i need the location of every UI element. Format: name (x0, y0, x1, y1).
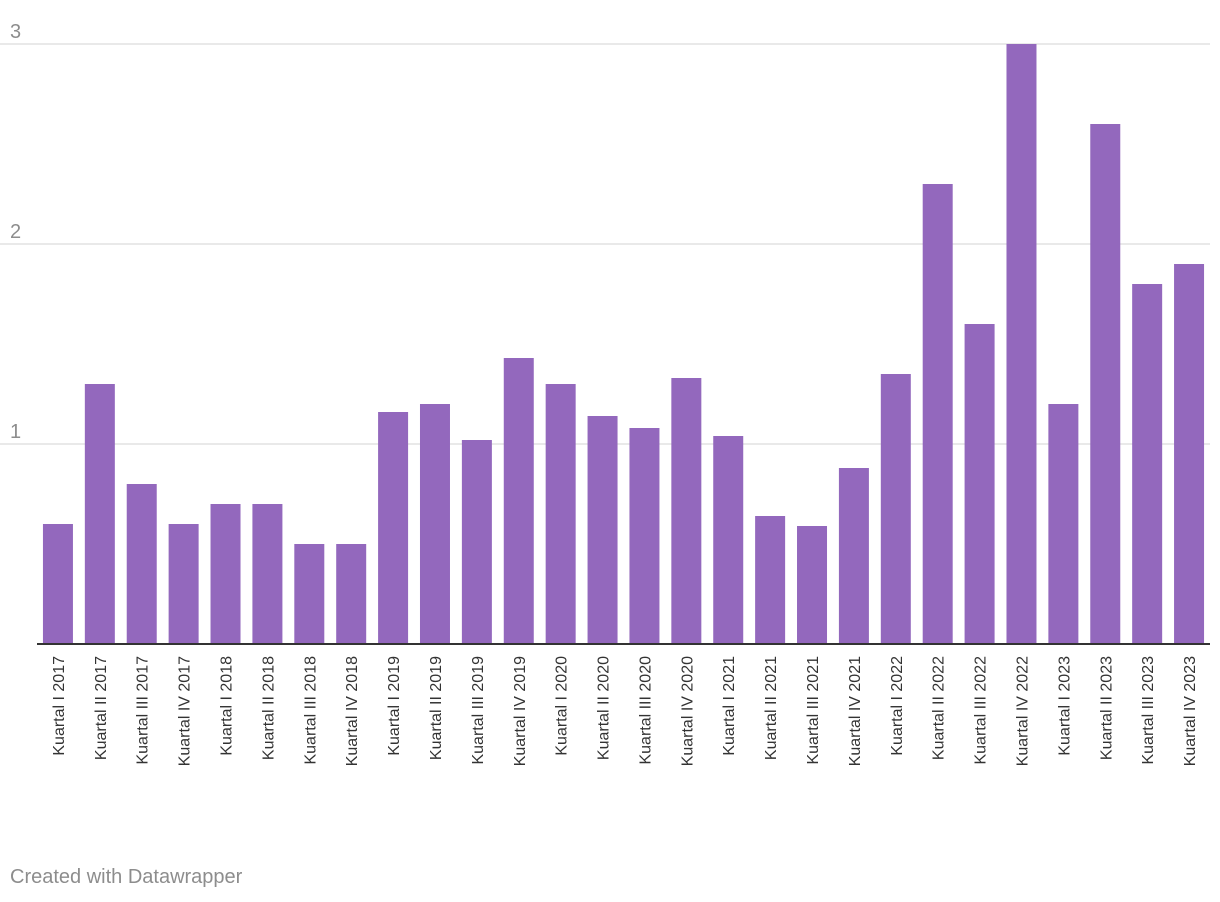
x-tick-label: Kuartal II 2021 (763, 656, 780, 760)
bar (922, 184, 953, 644)
bar (1090, 124, 1121, 644)
x-tick-label: Kuartal IV 2018 (344, 656, 361, 766)
bar (84, 384, 115, 644)
x-tick-label: Kuartal IV 2021 (847, 656, 864, 766)
x-tick-label: Kuartal IV 2022 (1014, 656, 1031, 766)
x-tick-label: Kuartal I 2022 (889, 656, 906, 756)
x-tick-label: Kuartal IV 2019 (512, 656, 529, 766)
bar (210, 504, 241, 644)
x-tick-label: Kuartal II 2017 (93, 656, 110, 760)
bar (336, 544, 367, 644)
x-tick-label: Kuartal II 2020 (596, 656, 613, 760)
bar (1174, 264, 1205, 644)
x-tick-label: Kuartal I 2021 (721, 656, 738, 756)
bar (713, 436, 744, 644)
bar (1006, 44, 1037, 644)
x-tick-label: Kuartal III 2019 (470, 656, 487, 765)
bar (252, 504, 283, 644)
bar (1048, 404, 1079, 644)
bar (168, 524, 199, 644)
bar (545, 384, 576, 644)
bar (797, 526, 828, 644)
x-tick-label: Kuartal II 2018 (260, 656, 277, 760)
bar (126, 484, 157, 644)
y-axis-ticks: 1 2 3 (10, 21, 21, 443)
y-tick-label: 3 (10, 21, 21, 43)
y-tick-label: 1 (10, 421, 21, 443)
bar (42, 524, 73, 644)
bar (503, 358, 534, 644)
x-tick-label: Kuartal IV 2017 (177, 656, 194, 766)
bar (378, 412, 409, 644)
bar (755, 516, 786, 644)
bar (671, 378, 702, 644)
bar (964, 324, 995, 644)
x-tick-label: Kuartal I 2017 (51, 656, 68, 756)
x-tick-label: Kuartal IV 2020 (679, 656, 696, 766)
x-tick-label: Kuartal I 2019 (386, 656, 403, 756)
x-tick-label: Kuartal III 2020 (637, 656, 654, 765)
bar (587, 416, 618, 644)
x-axis-ticks: Kuartal I 2017 Kuartal II 2017 Kuartal III… (51, 656, 1199, 766)
bar (629, 428, 660, 644)
x-tick-label: Kuartal II 2023 (1098, 656, 1115, 760)
bar (419, 404, 450, 644)
x-tick-label: Kuartal I 2023 (1056, 656, 1073, 756)
x-tick-label: Kuartal III 2021 (805, 656, 822, 765)
x-tick-label: Kuartal II 2022 (931, 656, 948, 760)
bar (294, 544, 325, 644)
x-tick-label: Kuartal II 2019 (428, 656, 445, 760)
bar (880, 374, 911, 644)
x-tick-label: Kuartal III 2022 (973, 656, 990, 765)
x-tick-label: Kuartal IV 2023 (1182, 656, 1199, 766)
datawrapper-credit: Created with Datawrapper (10, 866, 243, 888)
bar (838, 468, 869, 644)
y-tick-label: 2 (10, 221, 21, 243)
x-tick-label: Kuartal I 2018 (219, 656, 236, 756)
x-tick-label: Kuartal III 2018 (302, 656, 319, 765)
bar (1132, 284, 1163, 644)
bars (42, 44, 1205, 644)
bar (461, 440, 492, 644)
x-tick-label: Kuartal III 2023 (1140, 656, 1157, 765)
x-tick-label: Kuartal I 2020 (554, 656, 571, 756)
x-tick-label: Kuartal III 2017 (135, 656, 152, 765)
